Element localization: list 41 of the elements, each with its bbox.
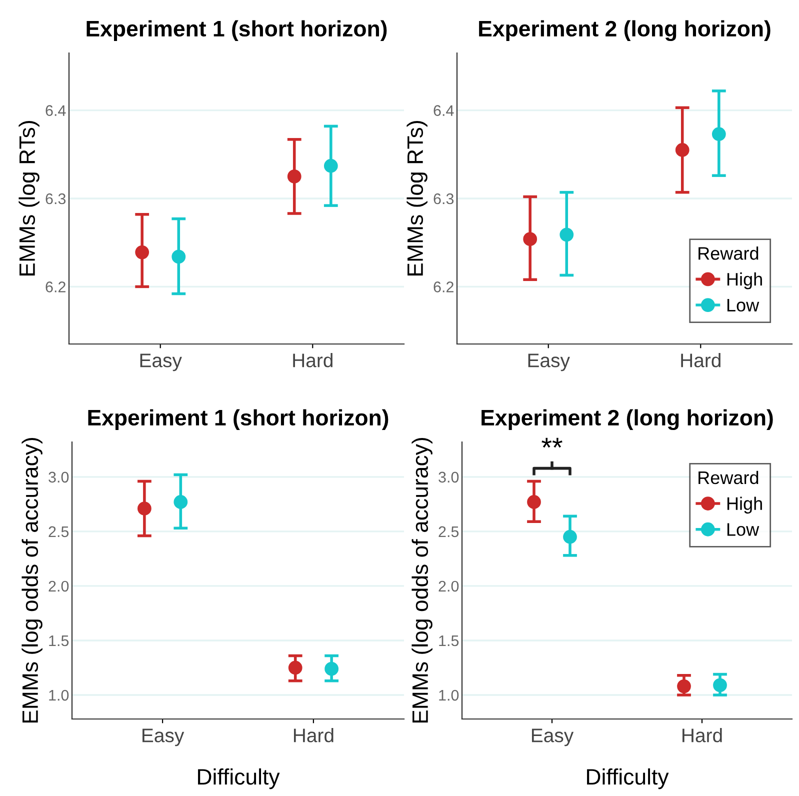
y-tick-label: 1.5 xyxy=(49,636,69,646)
y-tick-label: 3.0 xyxy=(438,472,459,483)
y-tick-label: 6.3 xyxy=(46,193,66,204)
y-tick-label: 2.0 xyxy=(48,580,69,592)
y-tick-label: 6.3 xyxy=(434,193,454,204)
legend-title: Reward xyxy=(698,246,758,260)
x-tick-label: Easy xyxy=(532,728,574,746)
y-axis-title: EMMs (log odds of accuracy) xyxy=(412,438,432,723)
y-tick-label: 1.5 xyxy=(439,636,459,646)
legend-label: High xyxy=(727,272,762,290)
legend-label: Low xyxy=(727,298,760,312)
x-axis-title: Difficulty xyxy=(198,768,280,790)
x-tick-label: Hard xyxy=(294,728,334,742)
annotation: ** xyxy=(542,438,562,448)
y-axis-title: EMMs (log RTs) xyxy=(406,121,428,276)
x-tick-label: Hard xyxy=(682,728,722,742)
x-tick-label: Easy xyxy=(528,354,570,372)
y-tick-label: 1.0 xyxy=(439,690,459,701)
y-tick-label: 2.0 xyxy=(438,580,459,592)
y-tick-label: 2.5 xyxy=(48,526,69,538)
y-tick-label: 6.2 xyxy=(434,282,454,292)
x-axis-title: Difficulty xyxy=(587,768,669,790)
x-tick-label: Easy xyxy=(140,354,182,372)
legend-title: Reward xyxy=(698,470,758,484)
y-tick-label: 2.5 xyxy=(438,526,459,538)
y-tick-label: 3.0 xyxy=(48,472,69,483)
x-tick-label: Hard xyxy=(293,353,332,368)
chart-title: Experiment 1 (short horizon) xyxy=(88,409,388,430)
y-axis-title: EMMs (log odds of accuracy) xyxy=(22,438,42,723)
chart-title: Experiment 2 (long horizon) xyxy=(482,409,773,430)
legend-label: High xyxy=(727,496,762,514)
chart-title: Experiment 2 (long horizon) xyxy=(479,20,770,42)
chart-title: Experiment 1 (short horizon) xyxy=(86,20,387,41)
y-tick-label: 6.2 xyxy=(46,282,66,292)
y-tick-label: 6.4 xyxy=(46,105,66,116)
y-axis-title: EMMs (log RTs) xyxy=(18,121,40,276)
legend-label: Low xyxy=(727,523,760,536)
x-tick-label: Easy xyxy=(142,728,184,746)
x-tick-label: Hard xyxy=(681,353,720,368)
y-tick-label: 6.4 xyxy=(434,105,454,116)
y-tick-label: 1.0 xyxy=(49,690,69,701)
